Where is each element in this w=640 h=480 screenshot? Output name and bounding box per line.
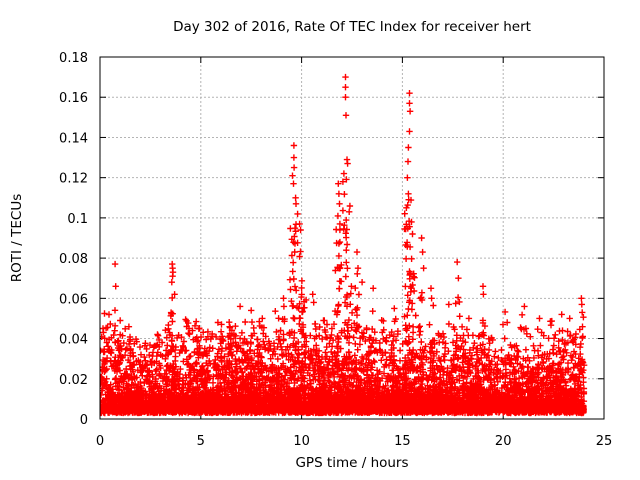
y-tick-label: 0.06 <box>59 292 88 307</box>
x-tick-label: 25 <box>596 434 613 449</box>
x-tick-label: 15 <box>394 434 411 449</box>
y-tick-label: 0.1 <box>67 212 88 227</box>
y-tick-label: 0.16 <box>59 91 88 106</box>
scatter-data-points <box>100 73 588 417</box>
plot-border <box>99 56 605 420</box>
y-tick-labels: 0 0.02 0.04 0.06 0.08 0.1 0.12 0.14 0.16 0.18 <box>59 51 88 428</box>
x-tick-label: 0 <box>96 434 104 449</box>
x-tick-label: 10 <box>293 434 310 449</box>
x-tick-labels: 0 5 10 15 20 25 <box>96 434 612 449</box>
y-axis-label: ROTI / TECUs <box>9 194 25 282</box>
y-tick-label: 0 <box>80 413 88 428</box>
x-tick-label: 20 <box>495 434 512 449</box>
x-tick-label: 5 <box>197 434 205 449</box>
y-tick-label: 0.12 <box>59 172 88 187</box>
y-tick-label: 0.14 <box>59 131 88 146</box>
y-tick-label: 0.08 <box>59 252 88 267</box>
grid-lines <box>100 57 604 419</box>
y-tick-label: 0.04 <box>59 333 88 348</box>
chart-title: Day 302 of 2016, Rate Of TEC Index for r… <box>173 19 531 35</box>
x-axis-label: GPS time / hours <box>295 455 408 471</box>
y-tick-label: 0.02 <box>59 373 88 388</box>
y-tick-label: 0.18 <box>59 51 88 66</box>
